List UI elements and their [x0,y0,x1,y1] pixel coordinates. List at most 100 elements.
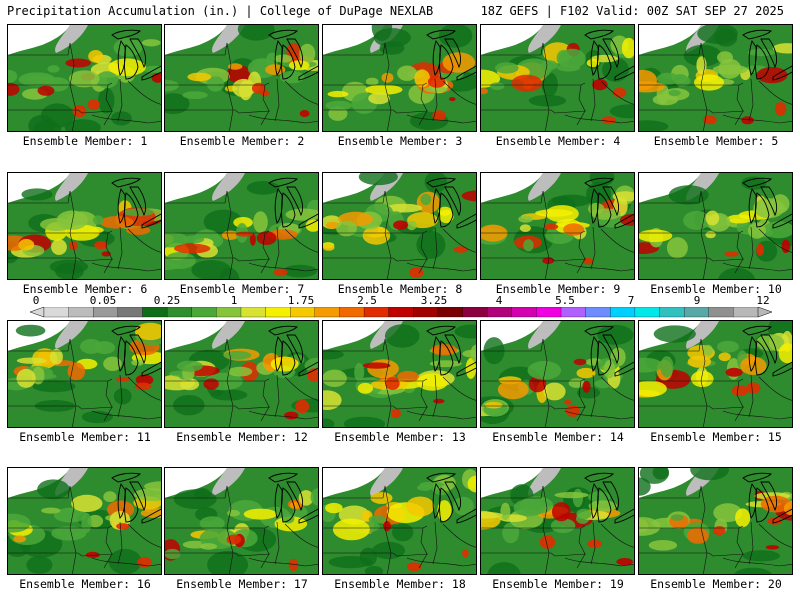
map-panel [7,320,162,428]
colorbar-tick-label: 2.5 [357,294,377,307]
colorbar: 0 0.05 0.25 1 1.75 2.5 3.25 4 5.5 7 9 12 [0,295,800,320]
ensemble-member-label: Ensemble Member: 4 [495,134,621,148]
colorbar-segment [437,307,463,318]
map-panel [164,320,319,428]
run-info: 18Z GEFS | F102 Valid: 00Z SAT SEP 27 20… [480,4,784,18]
precip-map [165,25,318,131]
ensemble-member-label: Ensemble Member: 10 [650,282,782,296]
map-panel [480,24,635,132]
map-panel [7,467,162,575]
colorbar-segment [314,307,340,318]
precip-map [639,25,792,131]
colorbar-segment [610,307,636,318]
ensemble-member-label: Ensemble Member: 3 [337,134,463,148]
map-panel [480,467,635,575]
precip-map [481,173,634,279]
ensemble-member-label: Ensemble Member: 5 [653,134,779,148]
colorbar-segment [659,307,685,318]
map-panel [164,467,319,575]
colorbar-segment [511,307,537,318]
colorbar-tick-label: 0.25 [153,294,181,307]
ensemble-member-label: Ensemble Member: 18 [334,577,466,591]
precip-map [8,468,161,574]
precip-map [323,25,476,131]
colorbar-segment [339,307,365,318]
map-panel [638,24,793,132]
colorbar-segment [708,307,734,318]
map-panel [322,467,477,575]
precip-map [165,173,318,279]
colorbar-tick-label: 0 [32,294,40,307]
colorbar-tick-label: 12 [756,294,770,307]
precip-map [639,321,792,427]
map-panel [322,172,477,280]
colorbar-tick-label: 4 [495,294,503,307]
map-panel [164,24,319,132]
precip-map [165,468,318,574]
header: Precipitation Accumulation (in.) | Colle… [0,0,800,22]
precip-map [323,173,476,279]
ensemble-member-label: Ensemble Member: 11 [19,430,151,444]
precip-map [8,25,161,131]
ensemble-member-label: Ensemble Member: 14 [492,430,624,444]
colorbar-segment [43,307,70,318]
colorbar-segment [388,307,414,318]
colorbar-segment [216,307,242,318]
map-panel [638,467,793,575]
ensemble-member-label: Ensemble Member: 20 [650,577,782,591]
ensemble-member-label: Ensemble Member: 1 [22,134,148,148]
colorbar-segment [68,307,94,318]
colorbar-segment [413,307,439,318]
ensemble-member-label: Ensemble Member: 7 [179,282,305,296]
colorbar-segment [142,307,168,318]
colorbar-segment [683,307,710,318]
colorbar-segment [191,307,217,318]
colorbar-segment [93,307,119,318]
precip-map [323,321,476,427]
colorbar-segment [166,307,193,318]
ensemble-member-label: Ensemble Member: 2 [179,134,305,148]
map-panel [322,24,477,132]
ensemble-member-label: Ensemble Member: 13 [334,430,466,444]
colorbar-segment [290,307,316,318]
ensemble-member-label: Ensemble Member: 16 [19,577,151,591]
map-panel [480,172,635,280]
colorbar-tick-label: 1.75 [287,294,315,307]
colorbar-segment [265,307,291,318]
precip-map [481,25,634,131]
map-panel [7,24,162,132]
ensemble-member-label: Ensemble Member: 8 [337,282,463,296]
colorbar-bar [29,307,773,318]
precip-map [481,468,634,574]
precip-map [8,173,161,279]
ensemble-member-label: Ensemble Member: 6 [22,282,148,296]
colorbar-tick-label: 1 [230,294,238,307]
ensemble-member-label: Ensemble Member: 15 [650,430,782,444]
colorbar-segment [487,307,513,318]
colorbar-segment [240,307,267,318]
ensemble-member-label: Ensemble Member: 9 [495,282,621,296]
precip-map [323,468,476,574]
precip-map [639,468,792,574]
colorbar-tick-label: 0.05 [89,294,117,307]
colorbar-segment [634,307,660,318]
colorbar-segment [585,307,611,318]
ensemble-member-label: Ensemble Member: 17 [176,577,308,591]
precip-map [165,321,318,427]
map-panel [638,172,793,280]
precip-map [8,321,161,427]
colorbar-tick-label: 3.25 [420,294,448,307]
colorbar-segment [363,307,390,318]
map-panel [164,172,319,280]
ensemble-member-label: Ensemble Member: 19 [492,577,624,591]
ensemble-member-label: Ensemble Member: 12 [176,430,308,444]
map-title: Precipitation Accumulation (in.) | Colle… [7,4,434,18]
precip-map [639,173,792,279]
colorbar-tick-label: 5.5 [555,294,575,307]
map-panel [7,172,162,280]
map-panel [638,320,793,428]
colorbar-tick-label: 9 [693,294,701,307]
colorbar-segment [462,307,488,318]
colorbar-segment [117,307,143,318]
colorbar-segment [560,307,587,318]
